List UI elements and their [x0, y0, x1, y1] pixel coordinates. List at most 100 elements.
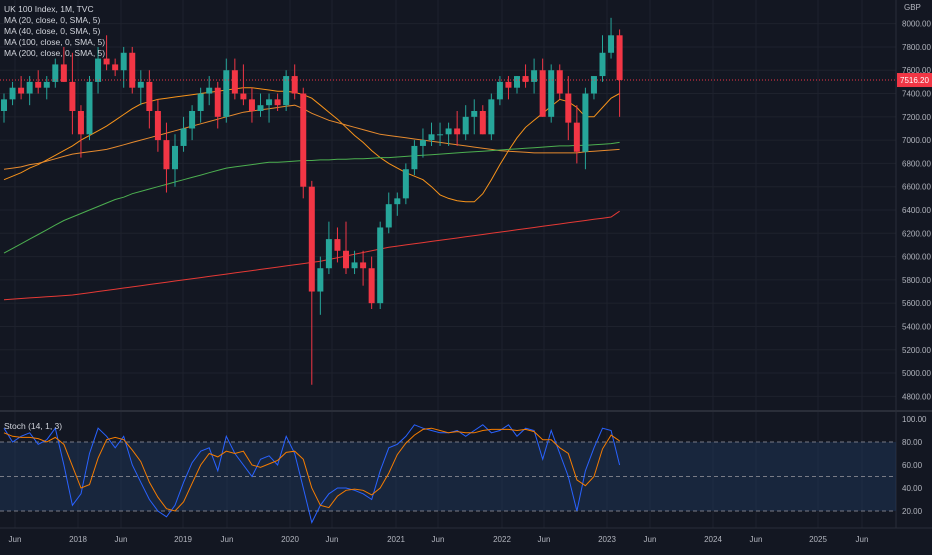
candle-body — [479, 111, 486, 135]
legend-ma20: MA (20, close, 0, SMA, 5) — [4, 15, 101, 25]
candle-body — [137, 81, 144, 88]
candle-body — [291, 76, 298, 94]
candle-body — [419, 140, 426, 146]
candle-body — [445, 128, 452, 135]
price-tick-label: 5800.00 — [902, 276, 931, 285]
price-tick-label: 7400.00 — [902, 90, 931, 99]
time-tick-label: Jun — [644, 535, 657, 544]
candle-body — [590, 76, 597, 94]
candle-body — [556, 70, 563, 94]
candle-body — [573, 122, 580, 152]
candle-body — [43, 81, 50, 88]
candle-body — [368, 268, 375, 304]
candle-body — [26, 81, 33, 94]
candle-body — [505, 81, 512, 88]
candle-body — [77, 111, 84, 135]
candle-body — [616, 35, 623, 81]
candle-body — [471, 111, 478, 117]
candle-body — [129, 52, 136, 88]
chart-title: UK 100 Index, 1M, TVC — [4, 4, 94, 14]
candle-body — [274, 99, 281, 106]
candle-body — [52, 64, 59, 82]
candle-body — [120, 52, 127, 71]
candle-body — [95, 58, 102, 82]
candle-body — [18, 87, 25, 94]
stoch-tick-label: 100.00 — [902, 415, 927, 424]
candle-body — [257, 105, 264, 111]
stoch-tick-label: 40.00 — [902, 484, 923, 493]
candle-body — [283, 76, 290, 106]
price-tick-label: 7600.00 — [902, 66, 931, 75]
price-tick-label: 6400.00 — [902, 206, 931, 215]
candle-body — [86, 81, 93, 135]
time-tick-label: 2020 — [281, 535, 299, 544]
stoch-k-line — [3, 424, 621, 524]
candle-body — [317, 268, 324, 292]
time-tick-label: 2024 — [704, 535, 722, 544]
candle-body — [462, 116, 469, 135]
stoch-legend: Stoch (14, 1, 3) — [4, 421, 63, 431]
time-tick-label: Jun — [115, 535, 128, 544]
time-tick-label: 2019 — [174, 535, 192, 544]
candle-body — [531, 70, 538, 82]
price-tick-label: 6200.00 — [902, 229, 931, 238]
price-tick-label: 5400.00 — [902, 322, 931, 331]
currency-label: GBP — [904, 3, 921, 12]
legend-ma40: MA (40, close, 0, SMA, 5) — [4, 26, 101, 36]
time-tick-label: 2021 — [387, 535, 405, 544]
stoch-tick-label: 20.00 — [902, 507, 923, 516]
chart-legend: UK 100 Index, 1M, TVC MA (20, close, 0, … — [4, 4, 105, 59]
candle-body — [394, 198, 401, 205]
candle-body — [343, 250, 349, 269]
candle-body — [266, 99, 273, 106]
candle-body — [548, 70, 555, 117]
price-tick-label: 7000.00 — [902, 136, 931, 145]
time-tick-label: Jun — [750, 535, 763, 544]
price-tick-label: 6800.00 — [902, 159, 931, 168]
candle-body — [180, 128, 187, 146]
candle-body — [308, 186, 315, 292]
time-tick-label: 2018 — [69, 535, 87, 544]
ma-line-2 — [3, 141, 620, 254]
time-tick-label: Jun — [9, 535, 22, 544]
candle-body — [411, 145, 418, 170]
last-price-label: 7516.20 — [900, 76, 929, 85]
time-tick-label: Jun — [538, 535, 551, 544]
price-tick-label: 5600.00 — [902, 299, 931, 308]
time-tick-label: Jun — [221, 535, 234, 544]
time-tick-label: 2023 — [598, 535, 616, 544]
candle-body — [172, 145, 178, 170]
time-tick-label: 2022 — [493, 535, 511, 544]
candle-body — [146, 81, 153, 111]
candle-body — [69, 81, 76, 111]
candle-body — [565, 93, 572, 123]
price-tick-label: 6000.00 — [902, 253, 931, 262]
candle-body — [189, 111, 196, 129]
candle-body — [231, 70, 238, 94]
time-tick-label: Jun — [856, 535, 869, 544]
stoch-tick-label: 80.00 — [902, 438, 923, 447]
candle-body — [539, 70, 546, 117]
time-tick-label: Jun — [326, 535, 339, 544]
candle-body — [437, 134, 444, 136]
candle-body — [385, 204, 392, 228]
ma-line-1 — [3, 104, 620, 170]
time-tick-label: Jun — [432, 535, 445, 544]
legend-ma200: MA (200, close, 0, SMA, 5) — [4, 48, 106, 58]
candle-body — [428, 134, 435, 141]
price-tick-label: 8000.00 — [902, 20, 931, 29]
candle-body — [325, 239, 332, 269]
candle-body — [300, 93, 307, 187]
candle-body — [240, 93, 247, 100]
candle-body — [60, 64, 67, 82]
price-tick-label: 5000.00 — [902, 369, 931, 378]
candle-body — [608, 35, 615, 53]
candle-body — [103, 58, 110, 65]
candle-body — [223, 70, 230, 117]
candle-body — [522, 76, 529, 82]
last-price-badge — [897, 73, 932, 88]
candle-body — [9, 87, 16, 100]
time-tick-label: 2025 — [809, 535, 827, 544]
